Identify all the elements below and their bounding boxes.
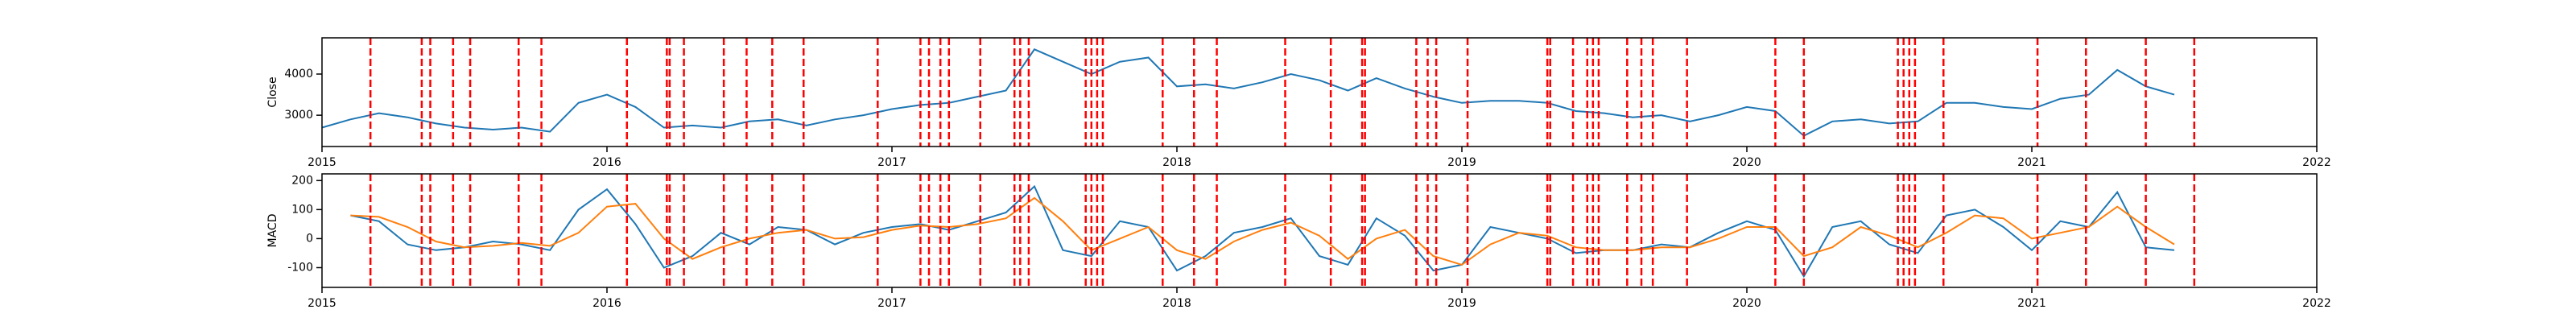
x-tick-label: 2016 xyxy=(592,156,621,169)
axes-frame xyxy=(321,37,2318,147)
x-tick-label: 2019 xyxy=(1447,297,1476,310)
x-tick-label: 2017 xyxy=(877,156,906,169)
x-tick-label: 2018 xyxy=(1162,297,1191,310)
y-tick-label: 3000 xyxy=(284,109,313,122)
data-line xyxy=(350,184,2175,279)
x-tick-label: 2015 xyxy=(308,297,336,310)
x-tick-label: 2018 xyxy=(1162,156,1191,169)
x-tick-label: 2019 xyxy=(1447,156,1476,169)
x-tick-label: 2020 xyxy=(1732,156,1761,169)
x-tick-label: 2021 xyxy=(2017,156,2046,169)
x-tick-label: 2015 xyxy=(308,156,336,169)
axes-frame xyxy=(321,173,2318,288)
y-tick-label: 4000 xyxy=(284,68,313,80)
y-axis-label: Close xyxy=(266,76,279,107)
data-line xyxy=(350,196,2175,266)
y-tick-label: 100 xyxy=(291,203,313,216)
x-tick-label: 2017 xyxy=(877,297,906,310)
y-tick-label: 0 xyxy=(306,232,313,245)
x-tick-label: 2016 xyxy=(592,297,621,310)
x-tick-label: 2020 xyxy=(1732,297,1761,310)
y-axis-label: MACD xyxy=(266,214,279,248)
x-tick-label: 2021 xyxy=(2017,297,2046,310)
x-tick-label: 2022 xyxy=(2302,297,2331,310)
data-line xyxy=(321,48,2175,137)
y-tick-label: 200 xyxy=(291,174,313,187)
x-tick-label: 2022 xyxy=(2302,156,2331,169)
y-tick-label: -100 xyxy=(287,261,313,274)
